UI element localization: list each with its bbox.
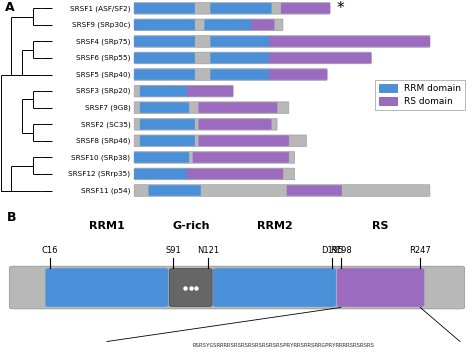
Text: RSRSYGSRRRRSRSRSRSRSRSRSRSPRYRRSRRSRRGPRYRRRRSRSRSRS: RSRSYGSRRRRSRSRSRSRSRSRSRSPRYRRSRRSRRGPR… — [192, 343, 374, 348]
FancyBboxPatch shape — [134, 169, 189, 179]
Text: G-rich: G-rich — [172, 221, 210, 231]
Text: SRSF5 (SRp40): SRSF5 (SRp40) — [76, 71, 130, 78]
Text: R247: R247 — [410, 246, 431, 255]
FancyBboxPatch shape — [140, 119, 195, 129]
FancyBboxPatch shape — [9, 266, 465, 309]
FancyBboxPatch shape — [134, 135, 307, 147]
FancyBboxPatch shape — [134, 53, 195, 63]
Text: SRSF1 (ASF/SF2): SRSF1 (ASF/SF2) — [70, 5, 130, 11]
Text: RS: RS — [372, 221, 389, 231]
FancyBboxPatch shape — [269, 53, 371, 63]
FancyBboxPatch shape — [281, 3, 330, 13]
FancyBboxPatch shape — [210, 53, 271, 63]
FancyBboxPatch shape — [287, 185, 342, 196]
FancyBboxPatch shape — [199, 103, 277, 113]
Text: SRSF10 (SRp38): SRSF10 (SRp38) — [72, 154, 130, 160]
FancyBboxPatch shape — [269, 70, 327, 80]
Text: C16: C16 — [41, 246, 58, 255]
FancyBboxPatch shape — [210, 36, 271, 47]
FancyBboxPatch shape — [134, 2, 330, 14]
Text: SRSF4 (SRp75): SRSF4 (SRp75) — [76, 38, 130, 45]
FancyBboxPatch shape — [134, 36, 195, 47]
FancyBboxPatch shape — [205, 20, 254, 30]
Text: N121: N121 — [197, 246, 219, 255]
FancyBboxPatch shape — [169, 269, 212, 306]
Text: SRSF6 (SRp55): SRSF6 (SRp55) — [76, 55, 130, 61]
Text: SRSF7 (9G8): SRSF7 (9G8) — [84, 104, 130, 111]
Text: B: B — [7, 211, 17, 224]
FancyBboxPatch shape — [134, 70, 195, 80]
FancyBboxPatch shape — [140, 86, 189, 96]
FancyBboxPatch shape — [134, 3, 195, 13]
Text: RRM1: RRM1 — [89, 221, 125, 231]
FancyBboxPatch shape — [199, 119, 271, 129]
FancyBboxPatch shape — [134, 69, 327, 81]
FancyBboxPatch shape — [252, 20, 274, 30]
FancyBboxPatch shape — [269, 36, 430, 47]
Text: SRSF3 (SRp20): SRSF3 (SRp20) — [76, 88, 130, 94]
Text: *: * — [336, 1, 344, 16]
FancyBboxPatch shape — [134, 185, 430, 196]
FancyBboxPatch shape — [140, 136, 195, 146]
Text: S91: S91 — [165, 246, 181, 255]
FancyBboxPatch shape — [187, 169, 283, 179]
FancyBboxPatch shape — [134, 102, 289, 114]
FancyBboxPatch shape — [210, 3, 271, 13]
FancyBboxPatch shape — [210, 70, 271, 80]
FancyBboxPatch shape — [187, 86, 233, 96]
FancyBboxPatch shape — [134, 168, 295, 180]
FancyBboxPatch shape — [134, 52, 371, 64]
FancyBboxPatch shape — [134, 152, 189, 163]
FancyBboxPatch shape — [134, 152, 295, 163]
Text: RRM2: RRM2 — [257, 221, 292, 231]
FancyBboxPatch shape — [134, 36, 430, 47]
Text: D195: D195 — [321, 246, 343, 255]
Text: R198: R198 — [330, 246, 352, 255]
FancyBboxPatch shape — [134, 19, 283, 31]
Text: SRSF12 (SRrp35): SRSF12 (SRrp35) — [68, 171, 130, 177]
Text: SRSF9 (SRp30c): SRSF9 (SRp30c) — [72, 22, 130, 28]
FancyBboxPatch shape — [134, 85, 233, 97]
FancyBboxPatch shape — [140, 103, 189, 113]
FancyBboxPatch shape — [214, 269, 336, 306]
Text: SRSF8 (SRp46): SRSF8 (SRp46) — [76, 138, 130, 144]
FancyBboxPatch shape — [134, 20, 195, 30]
FancyBboxPatch shape — [134, 118, 277, 130]
Legend: RRM domain, RS domain: RRM domain, RS domain — [375, 80, 465, 110]
FancyBboxPatch shape — [199, 136, 289, 146]
Text: A: A — [5, 1, 14, 14]
FancyBboxPatch shape — [193, 152, 289, 163]
Text: SRSF11 (p54): SRSF11 (p54) — [81, 187, 130, 194]
FancyBboxPatch shape — [46, 269, 168, 306]
FancyBboxPatch shape — [337, 269, 424, 306]
Text: SRSF2 (SC35): SRSF2 (SC35) — [81, 121, 130, 127]
FancyBboxPatch shape — [149, 185, 201, 196]
